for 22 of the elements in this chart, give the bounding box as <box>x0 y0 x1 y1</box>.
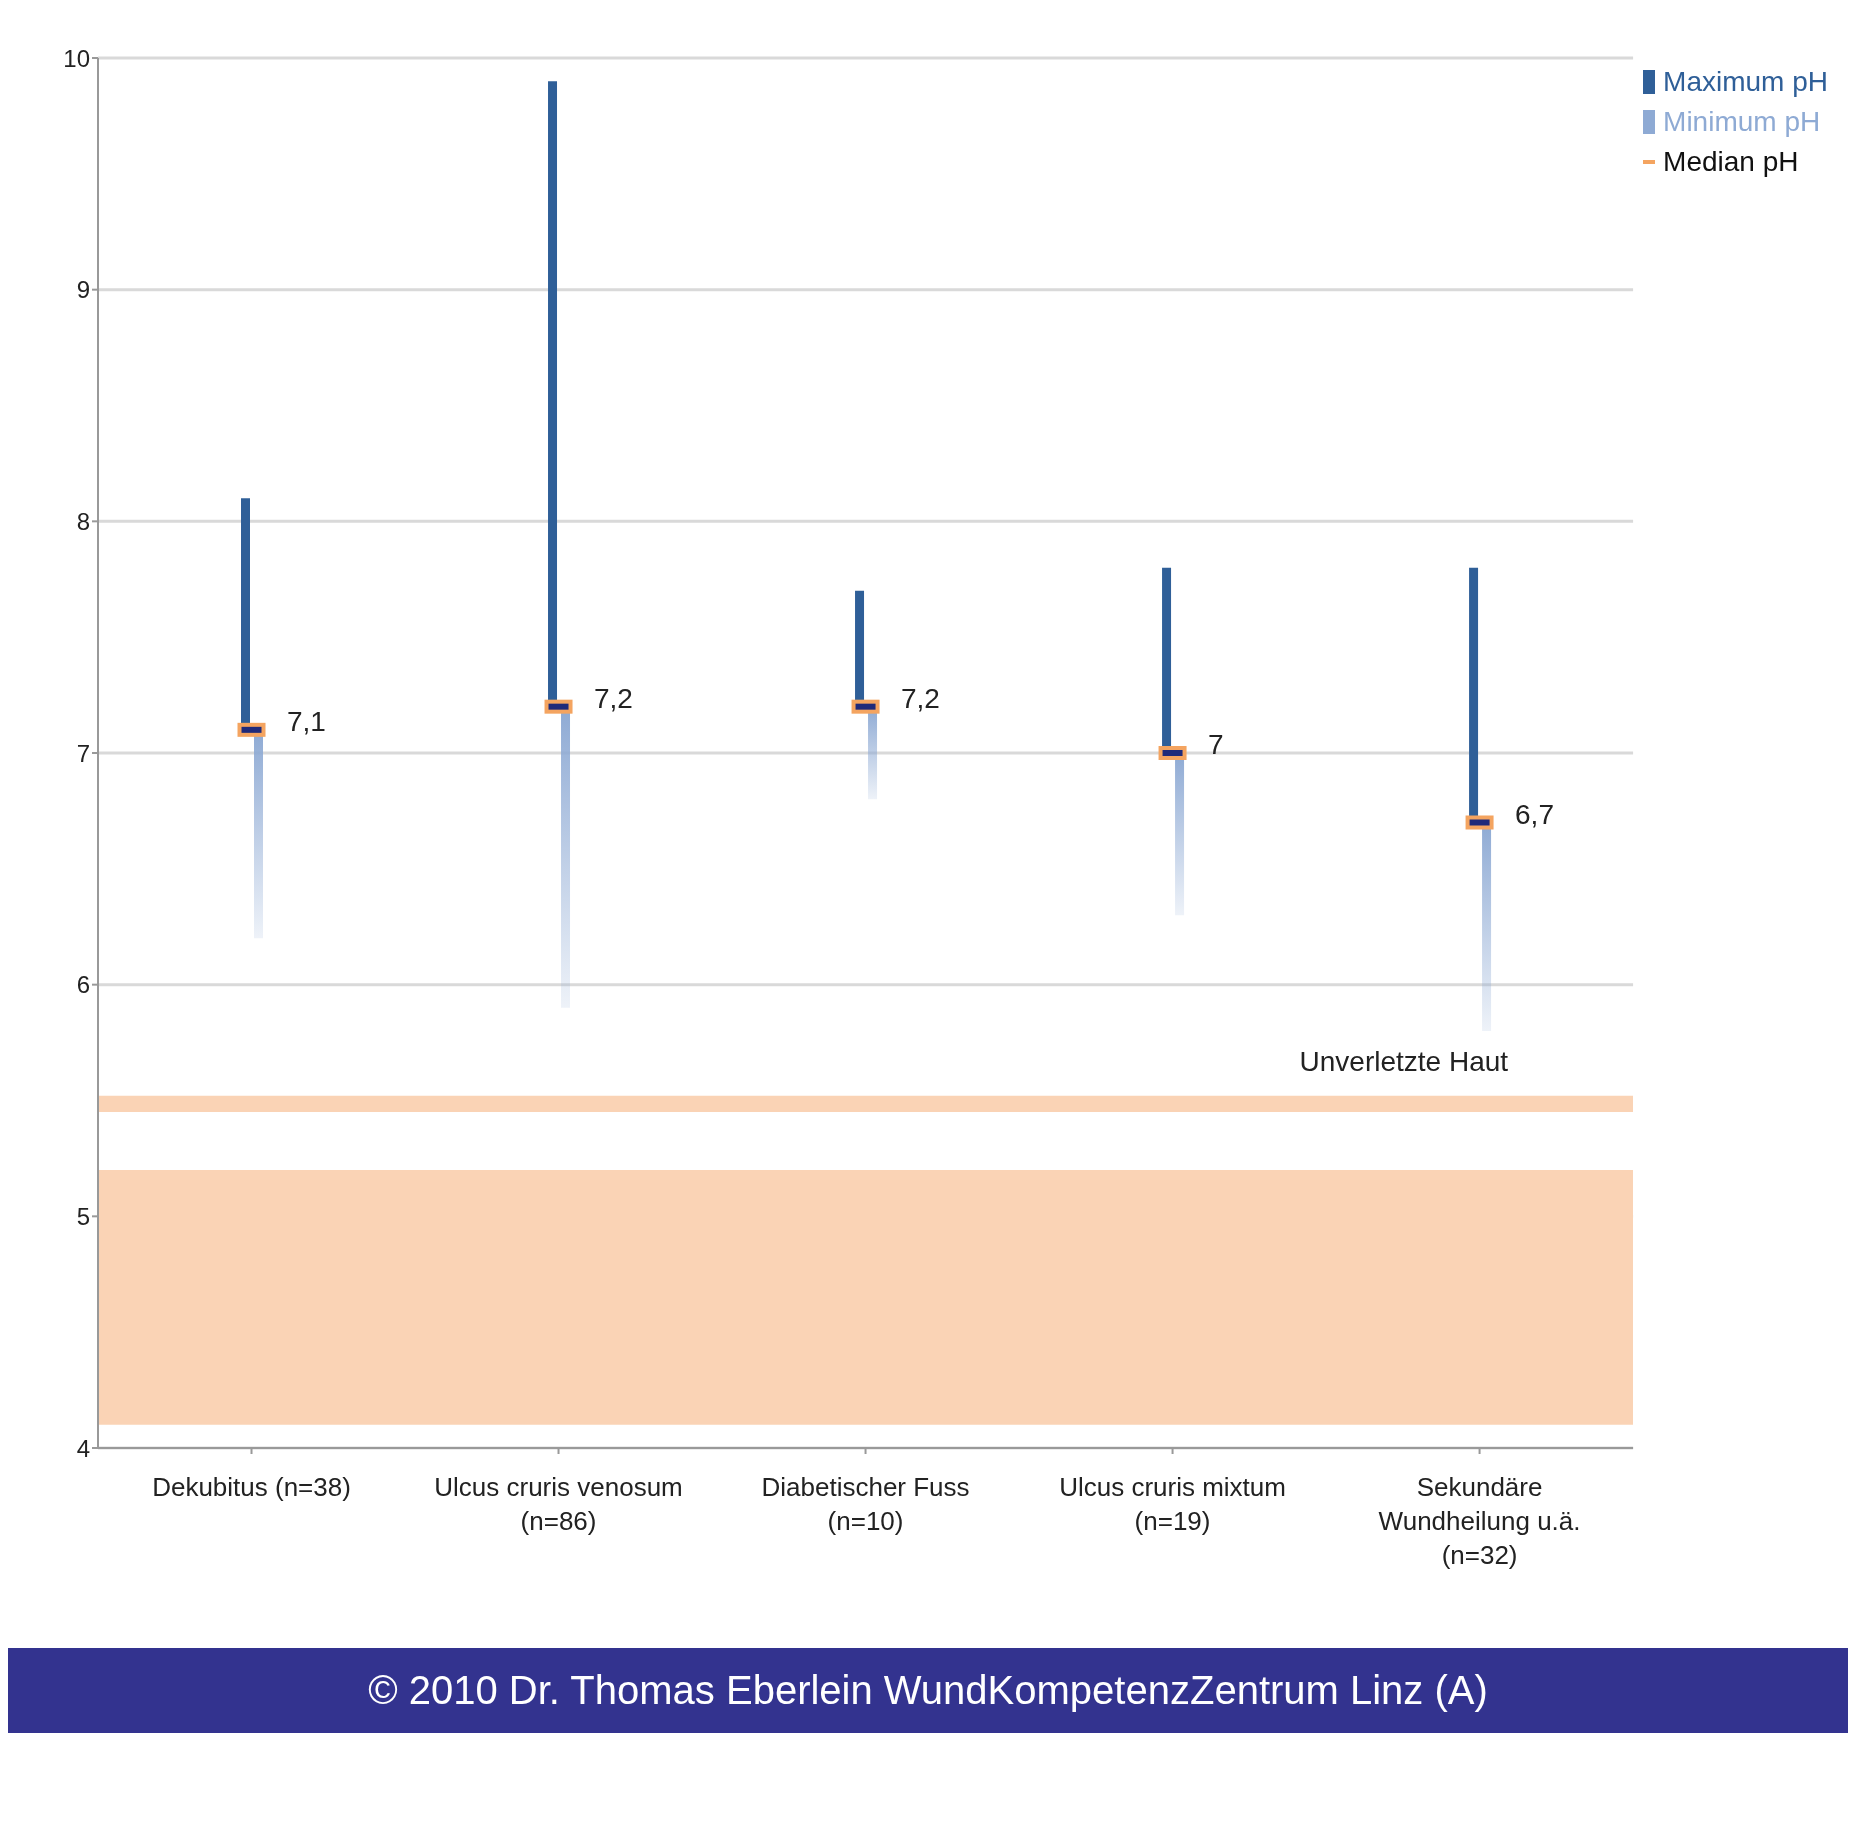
x-tick-label: Diabetischer Fuss (n=10) <box>761 1472 970 1536</box>
data-label: 7,2 <box>901 683 940 715</box>
band-label: Unverletzte Haut <box>1299 1045 1509 1077</box>
x-tick-label: Ulcus cruris venosum (n=86) <box>434 1472 683 1536</box>
y-tick-label: 4 <box>76 1434 90 1462</box>
data-label: 7 <box>1208 729 1224 761</box>
x-tick-label: Dekubitus (n=38) <box>152 1472 351 1502</box>
x-tick-label: Sekundäre Wundheilung u.ä. (n=32) <box>1378 1472 1581 1570</box>
data-label: 7,1 <box>286 706 326 738</box>
y-tick-label: 5 <box>76 1202 90 1230</box>
y-tick-label: 10 <box>63 44 90 72</box>
x-tick-label: Ulcus cruris mixtum (n=19) <box>1059 1472 1286 1536</box>
data-label: 7,2 <box>594 683 633 715</box>
y-tick-label: 7 <box>76 739 90 767</box>
data-label: 6,7 <box>1515 798 1554 830</box>
y-tick-label: 6 <box>76 971 90 999</box>
text: © 2010 Dr. Thomas Eberlein WundKompetenzZentrum Linz (A) <box>8 1648 1848 1733</box>
y-tick-label: 8 <box>76 507 90 535</box>
legend-label: Maximum pH <box>1662 66 1828 98</box>
legend-label: Minimum pH <box>1662 106 1822 138</box>
y-tick-label: 9 <box>76 276 90 304</box>
legend-label: Median pH <box>1662 146 1800 178</box>
